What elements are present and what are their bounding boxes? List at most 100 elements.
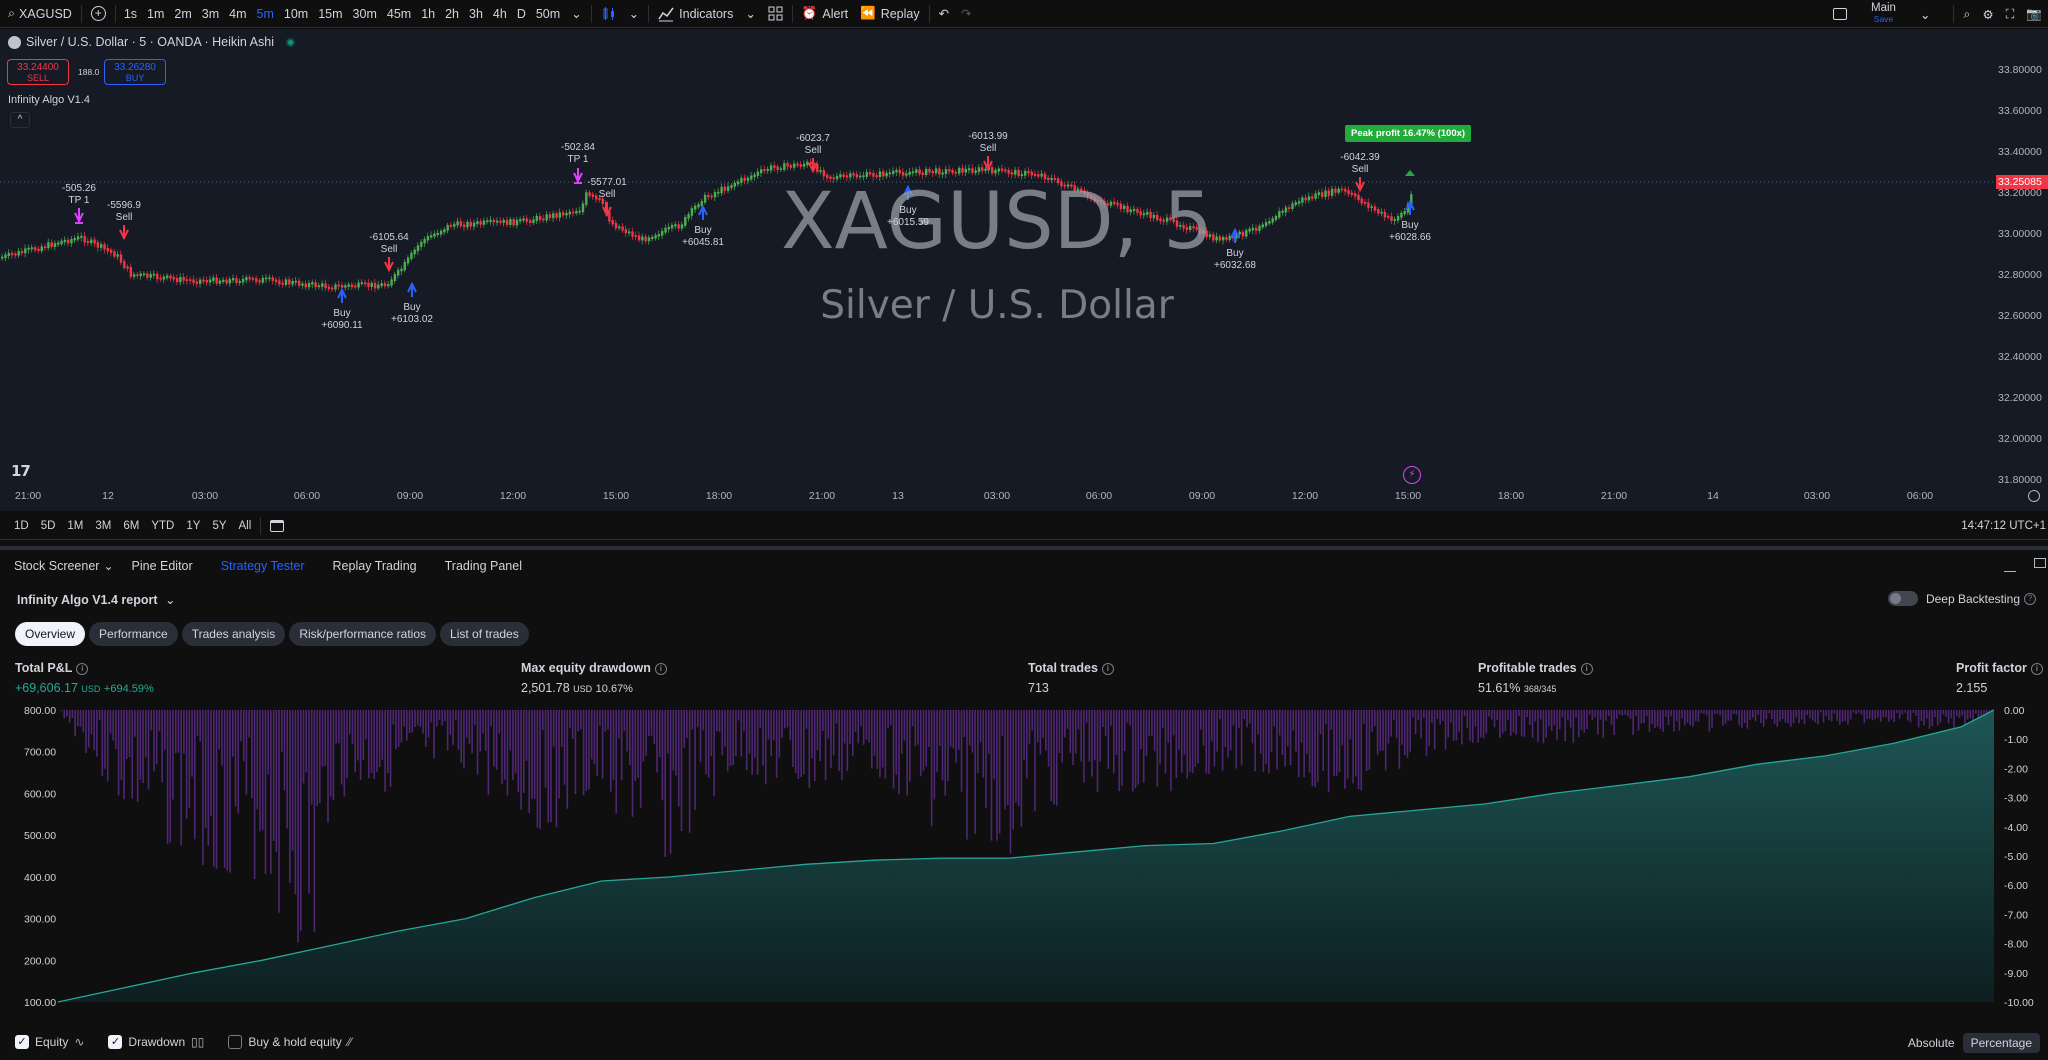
lightning-icon[interactable]: ⚡ (1403, 466, 1421, 484)
timeframe-4m[interactable]: 4m (229, 6, 247, 21)
layout-toggle-button[interactable] (1827, 0, 1853, 28)
pill-overview[interactable]: Overview (15, 622, 86, 646)
absolute-scale-button[interactable]: Absolute (1907, 1036, 1955, 1050)
candle-body (1185, 227, 1189, 230)
range-6m[interactable]: 6M (123, 519, 140, 532)
alert-button[interactable]: ⏰ Alert (796, 0, 854, 28)
collapse-indicators-button[interactable]: ^ (10, 112, 30, 128)
undo-button[interactable]: ↶ (933, 0, 955, 28)
chart-type-button[interactable] (595, 0, 623, 28)
percentage-scale-button[interactable]: Percentage (1962, 1033, 2040, 1053)
snapshot-button[interactable]: 📷 (2020, 0, 2048, 28)
buy-quote-button[interactable]: 33.26280 BUY (104, 59, 166, 85)
tradingview-logo[interactable]: 𝟭𝟳 (11, 463, 31, 480)
timeframe-D[interactable]: D (516, 6, 526, 21)
drawdown-bar (1466, 710, 1469, 729)
range-1d[interactable]: 1D (14, 519, 29, 532)
layout-selector[interactable]: Main Save (1871, 2, 1896, 25)
drawdown-bar (735, 710, 737, 757)
timeframe-1h[interactable]: 1h (421, 6, 436, 21)
timeframe-2h[interactable]: 2h (445, 6, 460, 21)
timeframe-45m[interactable]: 45m (386, 6, 412, 21)
equity-chart[interactable]: 800.00 700.00 600.00 500.00 400.00 300.00 200.… (0, 700, 2048, 1010)
report-selector[interactable]: Infinity Algo V1.4 report ⌄ (17, 592, 176, 607)
toggle-switch[interactable] (1887, 591, 1918, 606)
help-icon[interactable]: ? (2024, 592, 2036, 605)
templates-button[interactable] (762, 0, 789, 28)
replay-button[interactable]: ⏪ Replay (854, 0, 926, 28)
layout-dropdown[interactable]: ⌄ (1914, 0, 1936, 28)
chevron-down-icon[interactable]: ⌄ (103, 559, 114, 573)
range-1m[interactable]: 1M (67, 519, 84, 532)
clock-label[interactable]: 14:47:12 UTC+1 (1961, 520, 2046, 532)
indicator-name[interactable]: Infinity Algo V1.4 (8, 94, 90, 106)
compare-button[interactable]: + (85, 0, 112, 28)
timeframe-30m[interactable]: 30m (352, 6, 377, 21)
fullscreen-button[interactable]: ⛶ (2000, 0, 2021, 28)
checkbox-checked-icon[interactable]: ✓ (108, 1035, 123, 1049)
tab-strategy-tester[interactable]: Strategy Tester (220, 559, 305, 573)
pill-risk-performance-ratios[interactable]: Risk/performance ratios (289, 622, 437, 646)
info-icon[interactable]: i (1101, 662, 1114, 675)
drawdown-bar (656, 710, 658, 773)
indicators-dropdown[interactable]: ⌄ (739, 0, 761, 28)
pill-performance[interactable]: Performance (89, 622, 178, 646)
quick-search-button[interactable]: ⌕ (1957, 0, 1976, 28)
chart-type-dropdown[interactable]: ⌄ (623, 0, 645, 28)
minimize-panel-button[interactable] (2004, 562, 2016, 572)
tab-replay-trading[interactable]: Replay Trading (332, 559, 417, 573)
drawdown-bar (1819, 710, 1822, 713)
time-axis[interactable]: 21:00 12 03:00 06:00 09:00 12:00 15:00 18:00 21:… (0, 487, 1994, 509)
range-5d[interactable]: 5D (40, 519, 56, 532)
buy-hold-toggle[interactable]: Buy & hold equity ⁄⁄ (228, 1035, 352, 1049)
range-1y[interactable]: 1Y (186, 519, 201, 532)
info-icon[interactable]: i (76, 662, 89, 675)
timeframe-1s[interactable]: 1s (123, 6, 138, 21)
info-icon[interactable]: i (1580, 662, 1593, 675)
timeframe-15m[interactable]: 15m (318, 6, 343, 21)
range-ytd[interactable]: YTD (151, 519, 175, 532)
maximize-panel-button[interactable] (2034, 558, 2046, 568)
pill-trades-analysis[interactable]: Trades analysis (181, 622, 286, 646)
price-axis[interactable]: 33.80000 33.60000 33.40000 33.20000 33.0… (1994, 29, 2048, 511)
tab-stock-screener[interactable]: Stock Screener (14, 559, 100, 573)
range-5y[interactable]: 5Y (212, 519, 227, 532)
checkbox-checked-icon[interactable]: ✓ (15, 1035, 29, 1049)
drawdown-toggle[interactable]: ✓ Drawdown ▯▯ (108, 1035, 204, 1049)
goto-date-button[interactable] (264, 512, 290, 540)
symbol-search[interactable]: ⌕ XAGUSD (0, 0, 78, 28)
candle-body (324, 283, 327, 289)
settings-button[interactable]: ⚙ (1976, 0, 1999, 28)
info-icon[interactable]: i (654, 662, 667, 675)
range-all[interactable]: All (238, 519, 252, 532)
sell-quote-button[interactable]: 33.24400 SELL (7, 59, 69, 85)
checkbox-empty-icon[interactable] (228, 1035, 243, 1049)
deep-backtesting-toggle[interactable]: Deep Backtesting ? (1887, 591, 2036, 606)
equity-toggle[interactable]: ✓ Equity ∿ (15, 1035, 84, 1049)
timeframe-2m[interactable]: 2m (174, 6, 192, 21)
timeframe-5m[interactable]: 5m (256, 6, 274, 21)
tab-pine-editor[interactable]: Pine Editor (131, 559, 193, 573)
tab-trading-panel[interactable]: Trading Panel (444, 559, 522, 573)
drawdown-bar (871, 710, 873, 769)
equity-label: Equity (35, 1035, 69, 1049)
chart-title[interactable]: Silver / U.S. Dollar · 5 · OANDA · Heiki… (26, 35, 274, 49)
candle-body (1393, 219, 1396, 221)
axis-settings-icon[interactable] (2028, 490, 2040, 502)
timeframe-50m[interactable]: 50m (535, 6, 561, 21)
timeframe-dropdown[interactable]: ⌄ (565, 0, 587, 28)
timeframe-3h[interactable]: 3h (469, 6, 483, 21)
drawdown-bar (1363, 710, 1365, 724)
drawdown-bar (1031, 710, 1034, 731)
timeframe-1m[interactable]: 1m (147, 6, 165, 21)
candle-body (727, 186, 730, 191)
timeframe-10m[interactable]: 10m (283, 6, 309, 21)
timeframe-4h[interactable]: 4h (492, 6, 507, 21)
indicators-button[interactable]: Indicators (652, 0, 739, 28)
timeframe-3m[interactable]: 3m (201, 6, 220, 21)
price-chart[interactable]: Silver / U.S. Dollar · 5 · OANDA · Heiki… (0, 29, 2048, 511)
range-3m[interactable]: 3M (95, 519, 112, 532)
info-icon[interactable]: i (2030, 662, 2043, 675)
pill-list-of-trades[interactable]: List of trades (440, 622, 529, 646)
redo-button[interactable]: ↷ (955, 0, 977, 28)
